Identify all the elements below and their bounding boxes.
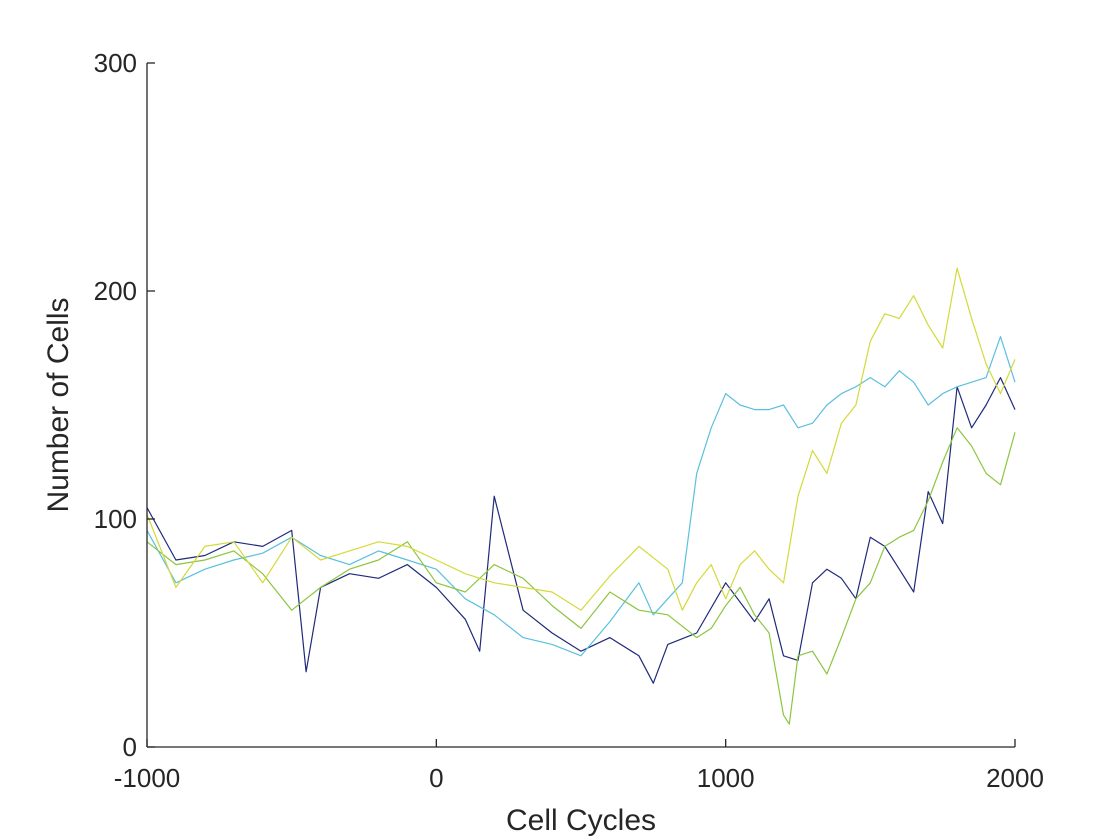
x-tick-label: 1000 — [697, 763, 755, 793]
y-tick-label: 200 — [94, 276, 137, 306]
y-tick-label: 300 — [94, 48, 137, 78]
x-axis-title: Cell Cycles — [506, 804, 656, 837]
series-line-4 — [146, 267, 1016, 611]
series-layer — [146, 267, 1016, 725]
series-line-2 — [146, 336, 1016, 657]
x-tick-label: -1000 — [114, 763, 181, 793]
y-tick-label: 0 — [123, 732, 137, 762]
x-tick-label: 0 — [429, 763, 443, 793]
y-tick-label: 100 — [94, 504, 137, 534]
x-tick-label: 2000 — [986, 763, 1044, 793]
series-line-3 — [146, 427, 1016, 725]
series-line-1 — [146, 377, 1016, 684]
y-axis-title: Number of Cells — [42, 297, 75, 512]
